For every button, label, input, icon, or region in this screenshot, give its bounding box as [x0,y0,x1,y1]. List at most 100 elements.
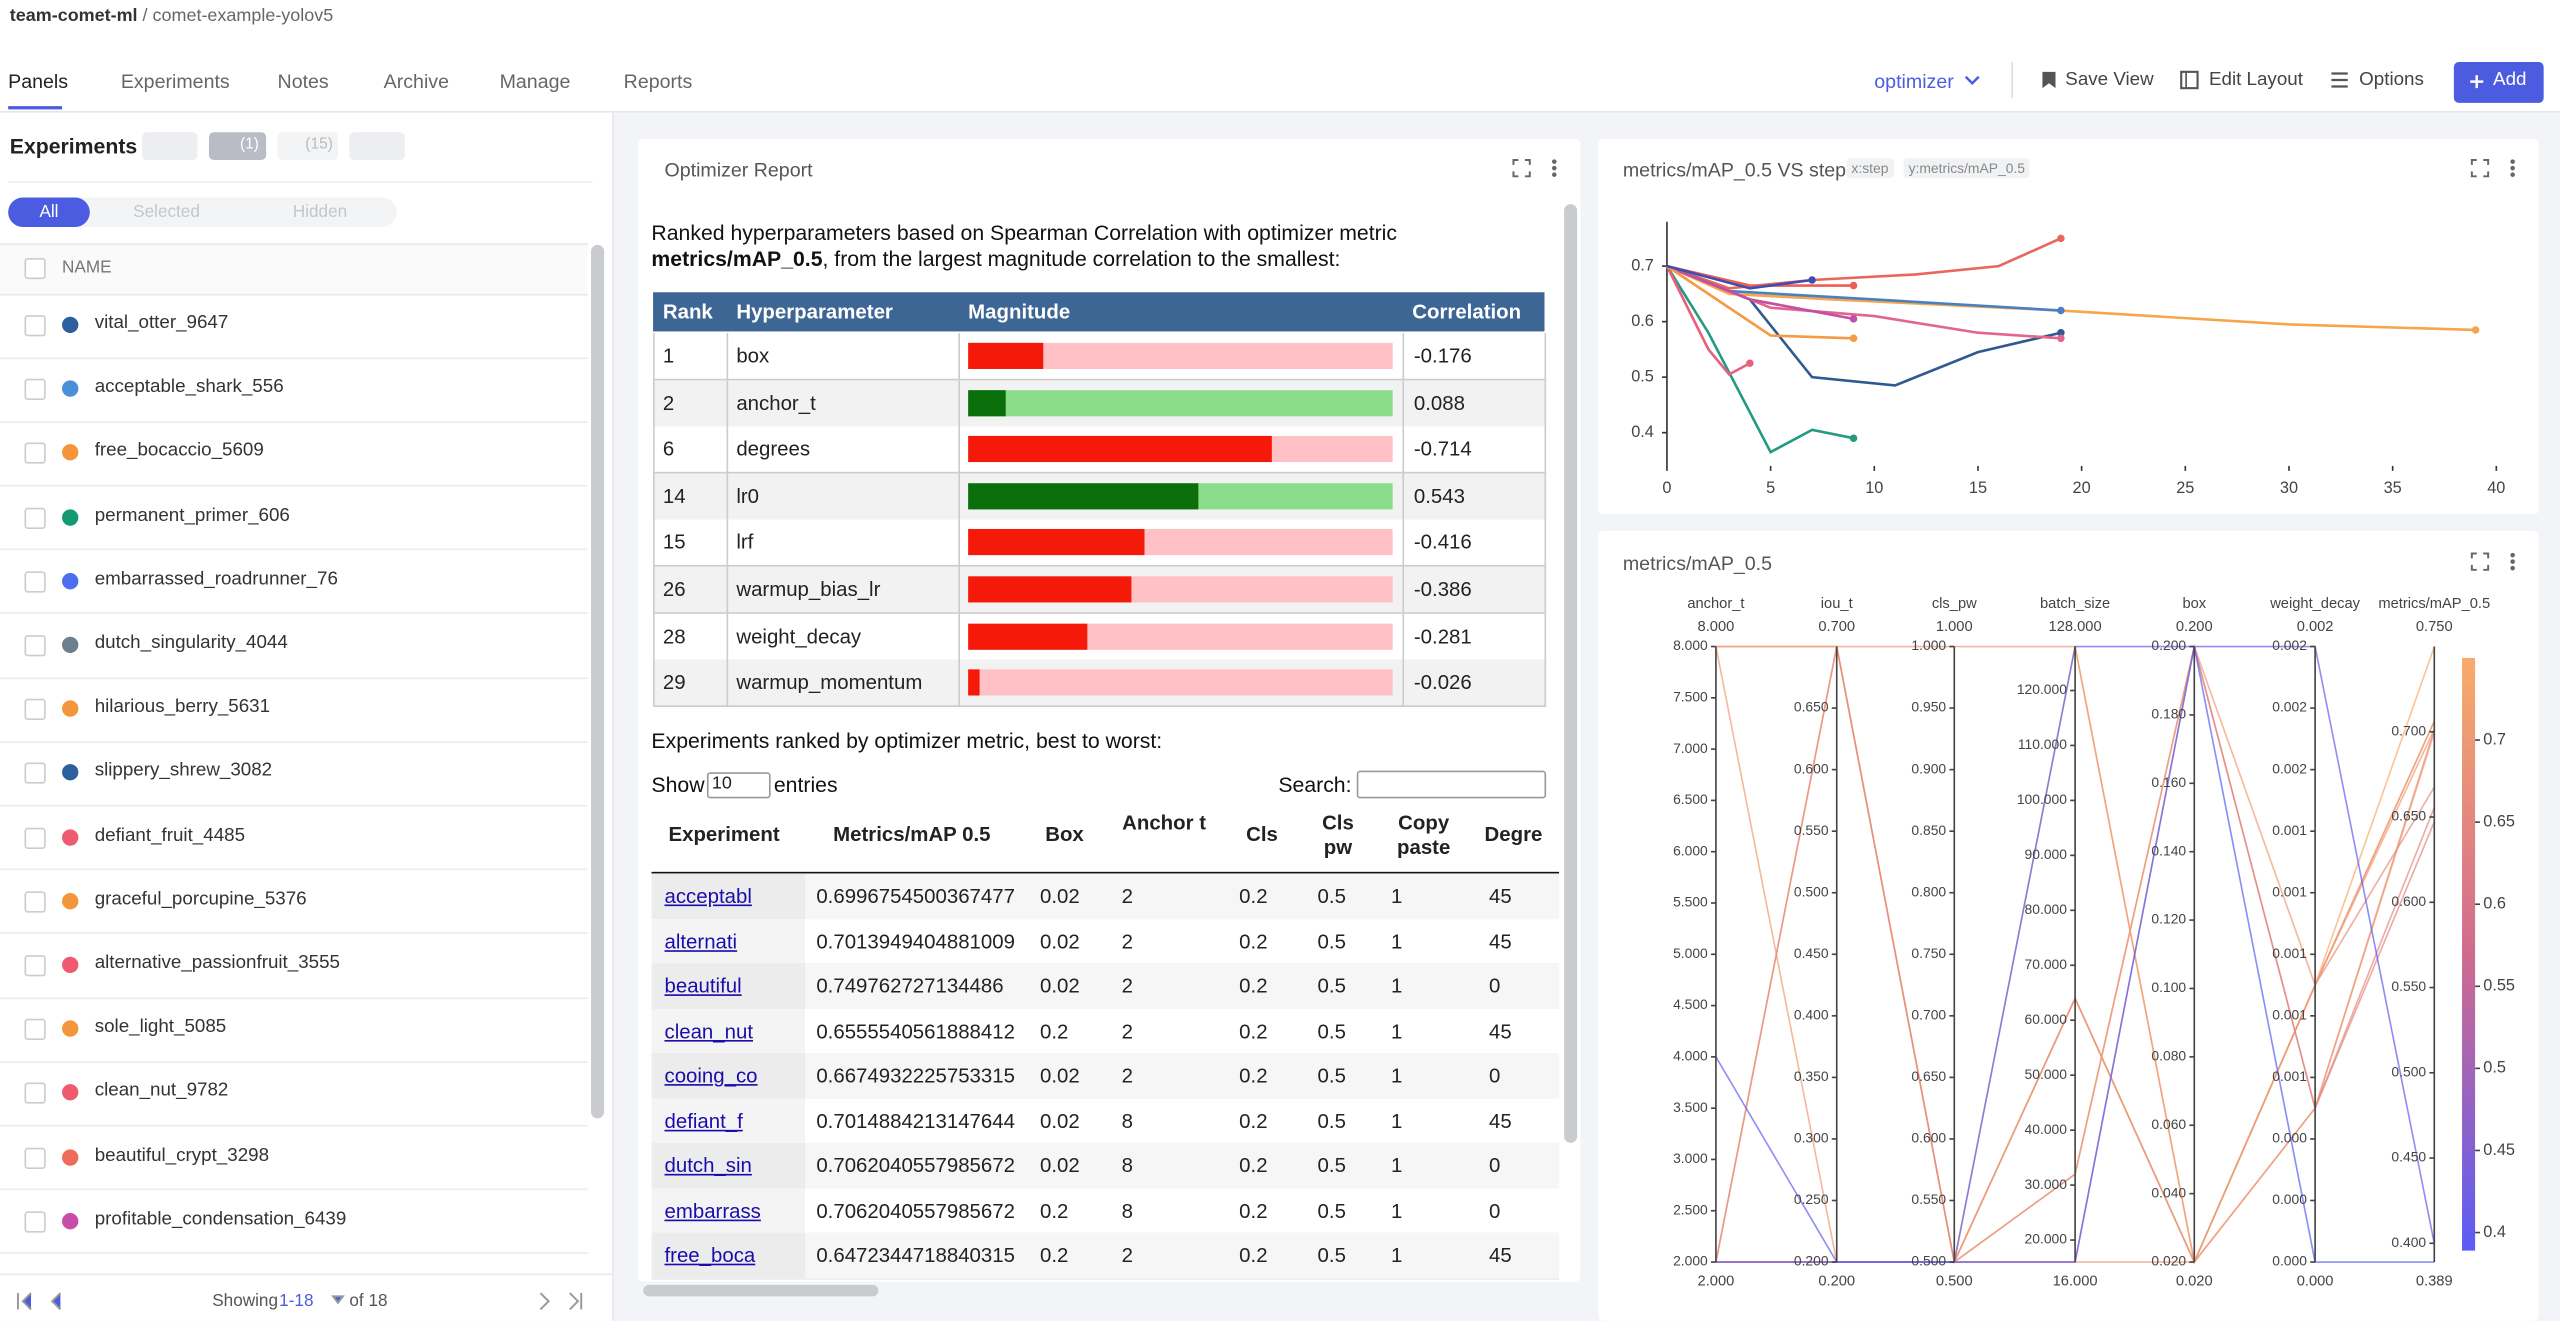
segment[interactable]: Selected [133,202,200,223]
group-count: (15) [305,135,333,154]
checkbox[interactable] [24,1211,46,1233]
save-view[interactable]: Save View [2065,70,2154,90]
axis-min: 2.000 [1698,1274,1735,1290]
axis-min: 0.200 [1818,1274,1855,1290]
edit-layout[interactable]: Edit Layout [2208,70,2303,90]
checkbox[interactable] [24,891,46,913]
column-header[interactable]: Cls [1246,822,1278,846]
checkbox[interactable] [24,763,46,785]
row-divider [0,1188,588,1191]
axis-tick-label: 0.120 [2151,911,2186,927]
column-header[interactable]: Cls pw [1322,811,1354,859]
options[interactable]: Options [2359,70,2424,90]
tab[interactable]: Reports [623,70,693,94]
cell: 0.02 [1040,1154,1080,1178]
tab[interactable]: Notes [277,70,329,94]
column-header[interactable]: Experiment [668,822,780,846]
x-tick-label: 10 [1865,479,1883,497]
cell-border [958,333,960,380]
hyperparameter: box [736,344,770,368]
experiment-name[interactable]: clean_nut_9782 [94,1081,229,1102]
axis-tick-label: 0.550 [2391,978,2426,994]
checkbox-all[interactable] [24,257,46,280]
color-dot [62,444,79,462]
checkbox[interactable] [24,379,46,401]
scrollbar[interactable] [591,244,605,1119]
tab[interactable]: Archive [383,70,450,94]
checkbox[interactable] [24,571,46,593]
experiment-name[interactable]: beautiful_crypt_3298 [94,1145,270,1166]
filter-button[interactable] [142,132,198,160]
experiment-link[interactable]: free_boca [664,1244,756,1267]
checkbox[interactable] [24,1019,46,1041]
experiment-name[interactable]: slippery_shrew_3082 [94,761,273,782]
color-dot [62,956,79,974]
checkbox[interactable] [24,827,46,849]
tab[interactable]: Panels [8,70,69,94]
experiment-link[interactable]: clean_nut [664,1019,754,1043]
segment[interactable]: All [39,202,59,223]
experiment-link[interactable]: dutch_sin [664,1154,752,1178]
pagination-range[interactable]: 1-18 [279,1291,314,1312]
experiment-link[interactable]: embarrass [664,1199,761,1223]
experiment-name[interactable]: dutch_singularity_4044 [94,633,288,654]
experiment-name[interactable]: hilarious_berry_5631 [94,697,271,718]
page-size-select[interactable]: 10 [706,772,771,799]
experiment-name[interactable]: defiant_fruit_4485 [94,825,246,846]
experiment-name[interactable]: vital_otter_9647 [94,313,229,334]
workspace[interactable]: team-comet-ml [9,6,138,27]
divider [2011,62,2014,98]
checkbox[interactable] [24,699,46,721]
cell: 2 [1121,929,1133,953]
colorbar-label: 0.45 [2483,1141,2515,1159]
experiment-name[interactable]: free_bocaccio_5609 [94,441,264,462]
checkbox[interactable] [24,635,46,657]
plus-icon [2470,75,2484,89]
segment-active[interactable] [8,197,90,227]
experiment-name[interactable]: embarrassed_roadrunner_76 [94,569,338,590]
experiment-link[interactable]: defiant_f [664,1109,743,1133]
checkbox[interactable] [24,315,46,337]
experiment-name[interactable]: sole_light_5085 [94,1017,227,1038]
tab[interactable]: Experiments [120,70,230,94]
view-button[interactable] [349,132,405,160]
sort-button[interactable] [208,132,267,160]
experiment-name[interactable]: profitable_condensation_6439 [94,1209,347,1230]
checkbox[interactable] [24,955,46,977]
experiment-name[interactable]: permanent_primer_606 [94,505,290,526]
scrollbar[interactable] [1564,204,1578,1143]
axis-tick-label: 0.450 [2391,1149,2426,1165]
checkbox[interactable] [24,1083,46,1105]
sorted-cell [651,1008,805,1054]
checkbox[interactable] [24,507,46,529]
column-header[interactable]: Box [1045,822,1084,846]
tab[interactable]: Manage [499,70,571,94]
column-header[interactable]: Copy paste [1397,811,1451,859]
experiment-name[interactable]: graceful_porcupine_5376 [94,889,307,910]
search-input[interactable] [1356,770,1547,799]
column-header[interactable]: Degre [1484,822,1543,846]
axis-tick-label: 0.040 [2151,1184,2186,1200]
experiment-link[interactable]: alternati [664,929,738,953]
segment[interactable]: Hidden [292,202,348,223]
view-select[interactable]: optimizer [1874,70,1954,94]
x-tick-label: 25 [2176,479,2194,497]
sorted-cell [651,1187,805,1233]
checkbox[interactable] [24,443,46,465]
edit-icon [2180,70,2199,90]
experiment-name[interactable]: alternative_passionfruit_3555 [94,953,340,974]
cell-border [726,566,729,614]
column-header[interactable]: Metrics/mAP 0.5 [833,822,991,846]
axis-tick-label: 0.020 [2151,1253,2186,1269]
experiment-link[interactable]: beautiful [664,974,742,998]
experiment-link[interactable]: acceptabl [664,884,752,908]
experiment-name[interactable]: acceptable_shark_556 [94,377,284,398]
project[interactable]: comet-example-yolov5 [152,6,334,27]
add-button[interactable] [2453,62,2544,103]
axis-tick-label: 0.160 [2151,774,2186,790]
scrollbar[interactable] [643,1284,879,1297]
group-button[interactable] [277,132,338,160]
experiment-link[interactable]: cooing_co [664,1064,758,1088]
checkbox[interactable] [24,1147,46,1169]
column-header[interactable]: Anchor t [1122,811,1207,835]
